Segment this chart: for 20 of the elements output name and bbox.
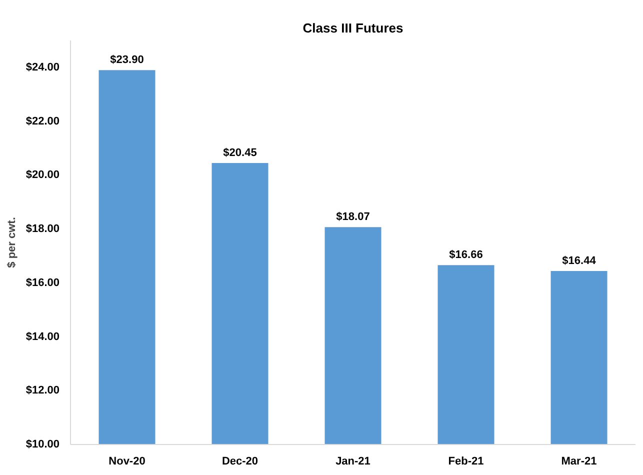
x-tick-label: Feb-21 [448,456,484,468]
x-tick-label: Mar-21 [561,456,597,468]
y-tick-label: $14.00 [26,330,60,343]
x-tick-label: Jan-21 [336,456,370,468]
y-tick-label: $24.00 [26,61,60,74]
x-tick-label: Nov-20 [108,456,146,468]
chart-title: Class III Futures [302,20,404,36]
data-label: $23.90 [110,54,144,66]
y-tick-label: $18.00 [26,223,60,236]
y-tick-label: $20.00 [26,169,60,182]
y-tick-label: $10.00 [26,438,60,450]
y-axis-title: $ per cwt. [6,217,18,268]
data-label: $18.07 [336,211,370,224]
x-tick-label: Dec-20 [222,456,258,468]
data-label: $20.45 [223,147,257,160]
y-tick-label: $16.00 [26,276,60,289]
y-tick-label: $22.00 [26,115,60,128]
data-label: $16.66 [449,249,483,262]
y-tick-label: $12.00 [26,384,60,397]
data-label: $16.44 [562,255,597,268]
